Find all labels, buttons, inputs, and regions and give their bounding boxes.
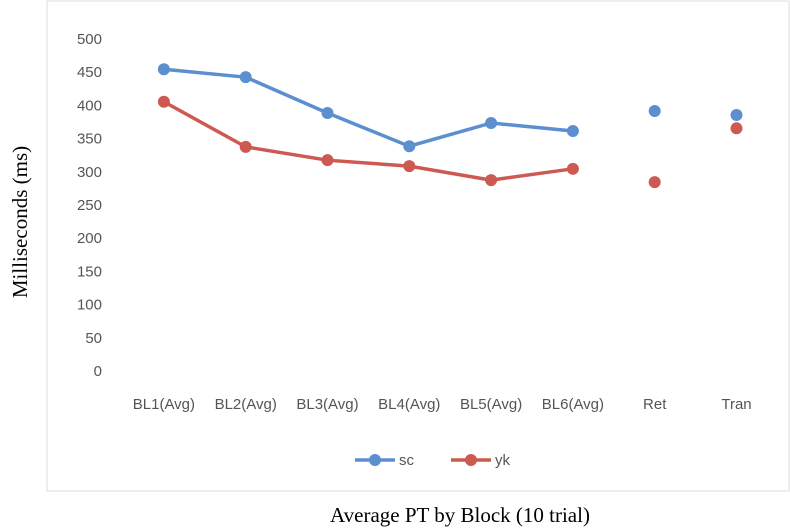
data-point [239, 140, 252, 153]
y-tick-label: 150 [77, 263, 102, 280]
y-tick-label: 50 [85, 330, 102, 347]
y-axis-label: Milliseconds (ms) [8, 146, 32, 298]
legend-marker [369, 454, 381, 466]
data-point [157, 95, 170, 108]
y-tick-label: 400 [77, 97, 102, 114]
data-point [566, 124, 579, 137]
legend-marker [465, 454, 477, 466]
data-point [321, 107, 334, 120]
series-line [163, 100, 574, 182]
x-tick-label: BL3(Avg) [296, 396, 358, 413]
data-point [239, 71, 252, 84]
x-tick-label: Ret [643, 396, 667, 413]
data-point [730, 122, 743, 135]
y-tick-label: 300 [77, 164, 102, 181]
y-tick-label: 0 [94, 363, 102, 380]
y-tick-label: 450 [77, 64, 102, 81]
x-tick-label: BL4(Avg) [378, 396, 440, 413]
data-point [157, 63, 170, 76]
series-line [163, 67, 574, 148]
chart-frame [46, 0, 790, 492]
x-tick-label: BL5(Avg) [460, 396, 522, 413]
legend-label: yk [495, 452, 511, 469]
data-point [648, 105, 661, 118]
x-tick-label: BL2(Avg) [215, 396, 277, 413]
data-point [321, 154, 334, 167]
x-axis-label: Average PT by Block (10 trial) [330, 503, 590, 527]
data-point [648, 176, 661, 189]
x-tick-label: BL1(Avg) [133, 396, 195, 413]
y-tick-label: 200 [77, 230, 102, 247]
y-tick-label: 350 [77, 131, 102, 148]
data-point [403, 160, 416, 173]
y-tick-label: 100 [77, 297, 102, 314]
data-point [566, 162, 579, 175]
data-point [730, 109, 743, 122]
y-tick-label: 250 [77, 197, 102, 214]
x-tick-label: BL6(Avg) [542, 396, 604, 413]
y-tick-label: 500 [77, 31, 102, 48]
data-point [485, 174, 498, 187]
x-tick-label: Tran [721, 396, 751, 413]
legend-label: sc [399, 452, 415, 469]
data-point [403, 140, 416, 153]
data-point [485, 117, 498, 129]
